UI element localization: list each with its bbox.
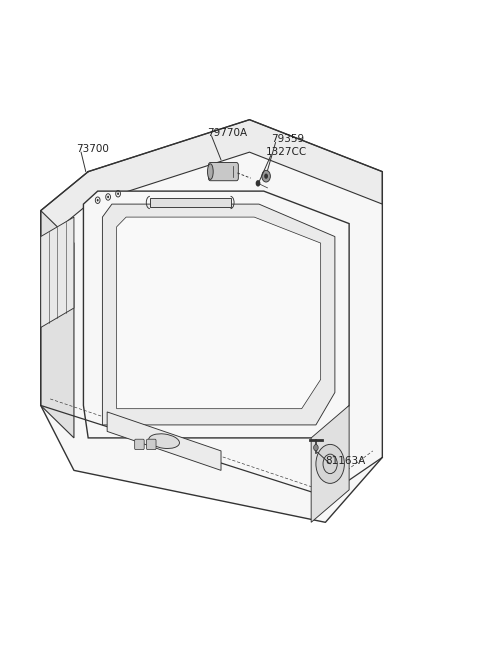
Polygon shape <box>41 120 383 243</box>
FancyBboxPatch shape <box>135 440 144 449</box>
Polygon shape <box>311 405 349 522</box>
Polygon shape <box>107 412 221 470</box>
Polygon shape <box>41 217 74 328</box>
Polygon shape <box>41 120 383 522</box>
Text: 1327CC: 1327CC <box>266 147 307 157</box>
Ellipse shape <box>149 434 180 449</box>
Circle shape <box>264 174 268 179</box>
Text: 79770A: 79770A <box>207 128 247 138</box>
Polygon shape <box>41 211 74 438</box>
Circle shape <box>313 445 318 451</box>
Circle shape <box>256 180 261 187</box>
Circle shape <box>117 193 119 195</box>
Polygon shape <box>102 204 335 425</box>
Circle shape <box>262 170 270 182</box>
FancyBboxPatch shape <box>208 162 239 181</box>
Polygon shape <box>84 191 349 438</box>
FancyBboxPatch shape <box>146 440 156 449</box>
Polygon shape <box>150 198 230 208</box>
Ellipse shape <box>207 164 213 179</box>
Polygon shape <box>117 217 321 409</box>
Text: 79359: 79359 <box>271 134 304 144</box>
Circle shape <box>316 444 344 483</box>
Circle shape <box>107 196 109 198</box>
Text: 81163A: 81163A <box>325 456 366 466</box>
Text: 73700: 73700 <box>76 144 109 154</box>
Circle shape <box>96 199 98 202</box>
